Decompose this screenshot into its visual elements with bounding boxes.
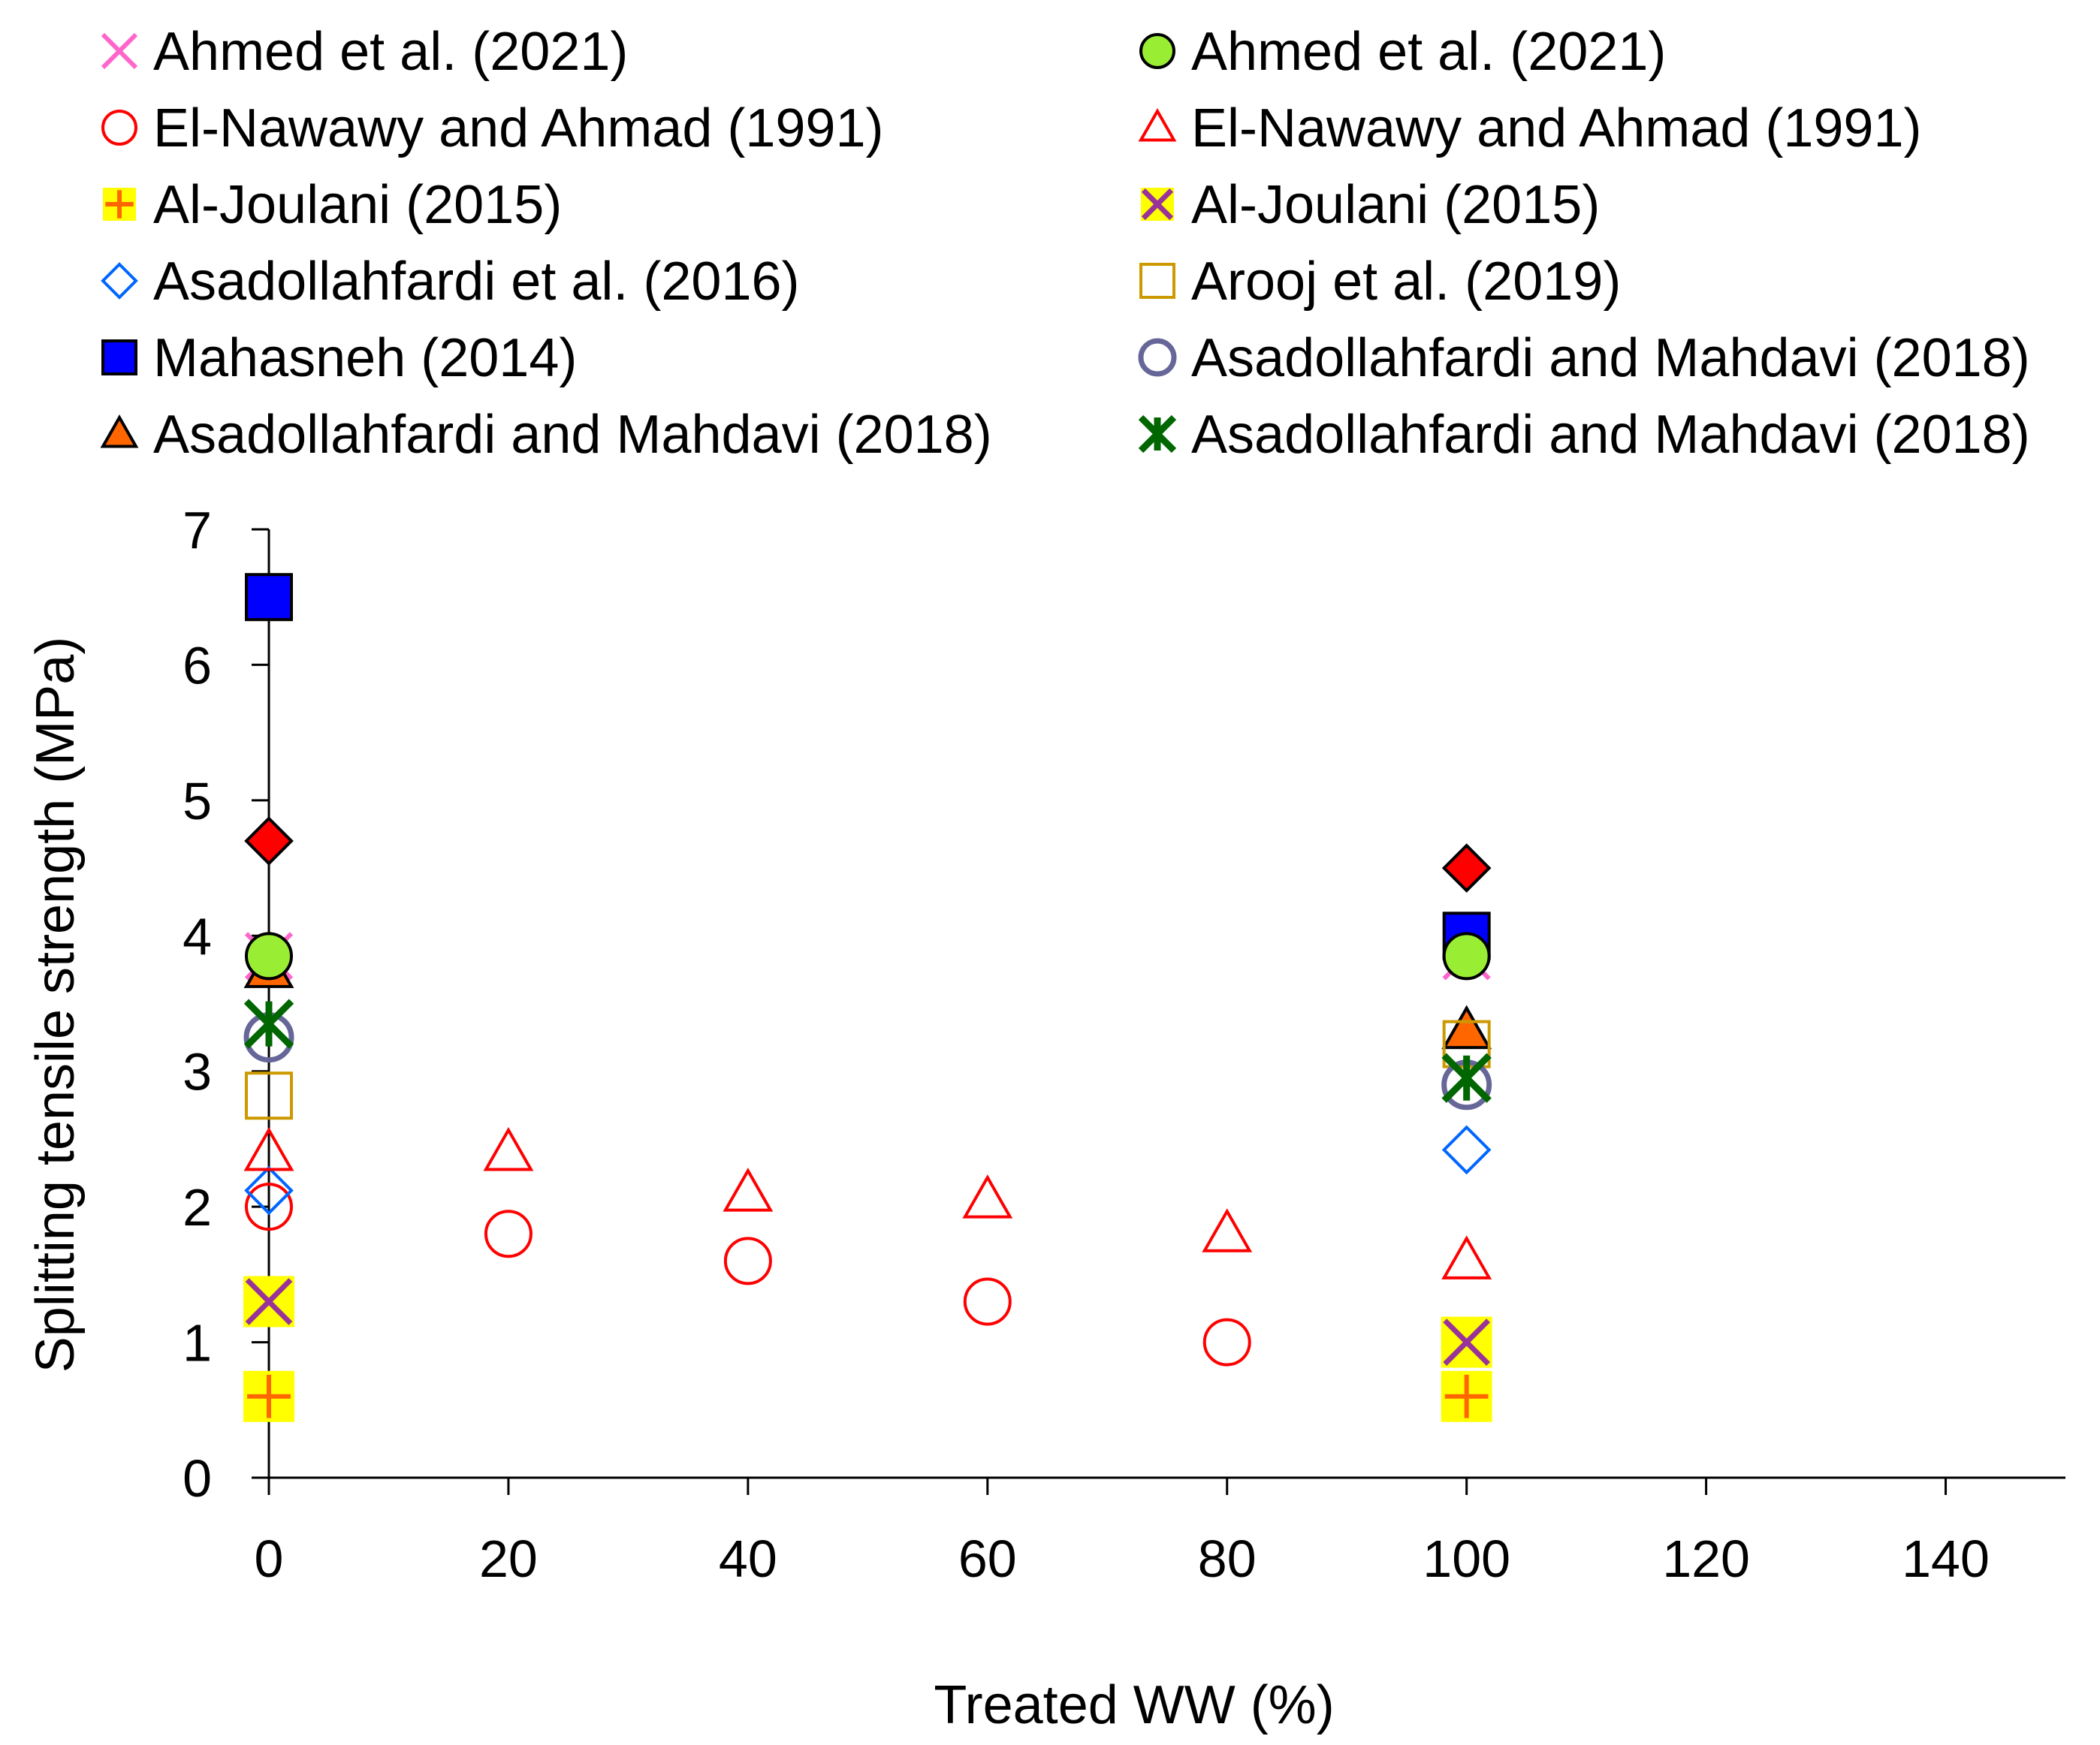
data-point	[723, 1237, 772, 1285]
legend-label: Al-Joulani (2015)	[153, 175, 562, 235]
legend-marker	[1138, 107, 1177, 142]
data-point	[962, 1174, 1013, 1219]
y-tick-label: 0	[183, 1449, 212, 1508]
legend-label: Mahasneh (2014)	[153, 328, 577, 388]
legend-marker	[103, 188, 136, 221]
data-point	[963, 1277, 1012, 1326]
legend-marker	[1139, 263, 1175, 299]
legend-label: Al-Joulani (2015)	[1191, 175, 1600, 235]
legend-label: El-Nawawy and Ahmad (1991)	[153, 98, 884, 158]
x-ticks: 0 20 40 60 80 100 120 140	[255, 1478, 1990, 1588]
legend-label: Asadollahfardi et al. (2016)	[153, 252, 800, 312]
y-tick-label: 5	[183, 772, 212, 830]
plot-area	[243, 573, 1492, 1422]
legend-marker	[101, 339, 137, 375]
legend-marker	[1138, 338, 1177, 377]
legend-label: Ahmed et al. (2021)	[1191, 22, 1666, 82]
series-group	[243, 999, 1492, 1103]
data-point	[244, 816, 294, 866]
legend-marker	[100, 414, 139, 448]
series-group	[245, 1020, 1491, 1120]
data-point	[484, 1210, 533, 1258]
data-point	[1202, 1208, 1253, 1252]
x-tick-label: 0	[255, 1530, 284, 1588]
series-group	[243, 1126, 1492, 1279]
legend-item: Al-Joulani (2015)	[103, 175, 562, 235]
data-point	[243, 1370, 294, 1422]
legend-item: Asadollahfardi and Mahdavi (2018)	[1138, 405, 2030, 465]
x-tick-label: 40	[719, 1530, 777, 1588]
legend-marker	[101, 262, 138, 300]
legend-item: Asadollahfardi and Mahdavi (2018)	[100, 405, 992, 465]
data-point	[1441, 1370, 1492, 1422]
y-axis-title: Splitting tensile strength (MPa)	[26, 637, 86, 1373]
legend-marker	[101, 110, 137, 146]
data-point	[1441, 1235, 1492, 1279]
series-group	[244, 816, 1492, 893]
series-group	[244, 1125, 1492, 1216]
x-tick-label: 100	[1423, 1530, 1510, 1588]
legend: Ahmed et al. (2021) El-Nawawy and Ahmad (…	[100, 22, 2030, 465]
y-tick-label: 3	[183, 1043, 212, 1102]
data-point	[1442, 932, 1491, 981]
data-point	[245, 1071, 293, 1120]
data-point	[1441, 843, 1492, 893]
x-axis-title: Treated WW (%)	[934, 1675, 1334, 1735]
data-point	[1441, 1053, 1492, 1103]
data-point	[723, 1168, 774, 1212]
legend-label: Asadollahfardi and Mahdavi (2018)	[153, 405, 992, 465]
x-tick-label: 20	[479, 1530, 538, 1588]
series-group	[245, 573, 1491, 960]
y-tick-label: 7	[183, 501, 212, 559]
legend-label: Asadollahfardi and Mahdavi (2018)	[1191, 328, 2030, 388]
x-tick-label: 80	[1198, 1530, 1257, 1588]
legend-marker	[1141, 188, 1174, 221]
series-group	[243, 1276, 1492, 1368]
legend-marker	[1138, 414, 1177, 454]
legend-item: Al-Joulani (2015)	[1141, 175, 1600, 235]
y-ticks: 0 1 2 3 4 5 6 7	[183, 501, 269, 1508]
legend-label: El-Nawawy and Ahmad (1991)	[1191, 98, 1922, 158]
y-tick-label: 1	[183, 1314, 212, 1373]
legend-item: Ahmed et al. (2021)	[1139, 22, 1666, 82]
data-point	[245, 932, 293, 981]
legend-item: Mahasneh (2014)	[101, 328, 577, 388]
series-group	[244, 932, 1491, 981]
y-tick-label: 2	[183, 1178, 212, 1237]
legend-marker	[101, 32, 138, 70]
x-tick-label: 60	[958, 1530, 1017, 1588]
data-point	[243, 1276, 294, 1328]
data-point	[1441, 1125, 1492, 1175]
data-point	[483, 1126, 534, 1171]
legend-item: El-Nawawy and Ahmad (1991)	[1138, 98, 1922, 158]
legend-label: Ahmed et al. (2021)	[153, 22, 628, 82]
data-point	[1441, 1005, 1492, 1050]
x-tick-label: 140	[1902, 1530, 1990, 1588]
data-point	[243, 1126, 294, 1171]
series-group	[245, 1183, 1251, 1367]
legend-item: El-Nawawy and Ahmad (1991)	[101, 98, 884, 158]
axes: 0 1 2 3 4 5 6 7 0 20 40 60 80 100 120 140 Treated WW (…	[26, 501, 2065, 1735]
y-tick-label: 6	[183, 636, 212, 695]
data-point	[1441, 1316, 1492, 1368]
legend-item: Arooj et al. (2019)	[1139, 252, 1621, 312]
x-tick-label: 120	[1662, 1530, 1750, 1588]
legend-label: Arooj et al. (2019)	[1191, 252, 1621, 312]
series-group	[243, 944, 1492, 1050]
data-point	[245, 573, 293, 622]
data-point	[1202, 1318, 1251, 1367]
legend-marker	[1139, 33, 1175, 69]
series-group	[243, 1370, 1492, 1422]
legend-item: Asadollahfardi and Mahdavi (2018)	[1138, 328, 2030, 388]
data-point	[245, 1183, 293, 1231]
data-point	[244, 1165, 294, 1216]
series-group	[243, 1012, 1492, 1111]
legend-label: Asadollahfardi and Mahdavi (2018)	[1191, 405, 2030, 465]
legend-item: Asadollahfardi et al. (2016)	[101, 252, 800, 312]
y-tick-label: 4	[183, 907, 212, 966]
data-point	[243, 999, 294, 1049]
series-group	[245, 932, 1491, 981]
legend-item: Ahmed et al. (2021)	[101, 22, 628, 82]
